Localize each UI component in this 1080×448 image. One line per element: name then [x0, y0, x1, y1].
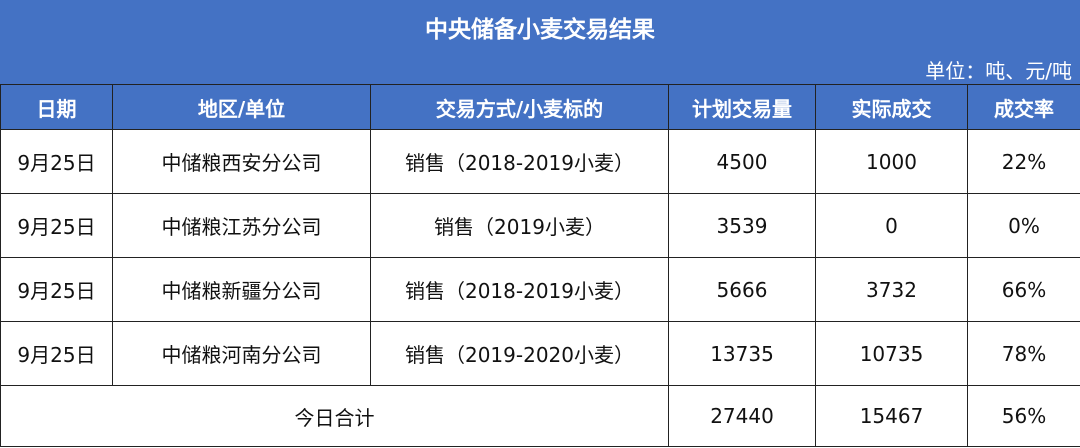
cell-method: 销售（2019-2020小麦）	[370, 321, 669, 386]
header-rate: 成交率	[967, 84, 1080, 130]
results-table: 日期 地区/单位 交易方式/小麦标的 计划交易量 实际成交 成交率 9月25日 中储粮西安分…	[0, 84, 1080, 447]
cell-planned: 4500	[668, 129, 816, 194]
cell-actual: 0	[815, 193, 968, 258]
header-region: 地区/单位	[112, 84, 371, 130]
cell-planned: 5666	[668, 257, 816, 322]
cell-region: 中储粮新疆分公司	[112, 257, 371, 322]
cell-rate: 78%	[967, 321, 1080, 386]
table-row: 9月25日 中储粮河南分公司 销售（2019-2020小麦） 13735 10735 78…	[0, 321, 1080, 386]
header-actual: 实际成交	[815, 84, 968, 130]
cell-method: 销售（2018-2019小麦）	[370, 257, 669, 322]
header-method: 交易方式/小麦标的	[370, 84, 669, 130]
cell-rate: 22%	[967, 129, 1080, 194]
cell-date: 9月25日	[0, 321, 113, 386]
cell-region: 中储粮江苏分公司	[112, 193, 371, 258]
cell-date: 9月25日	[0, 129, 113, 194]
table-row: 9月25日 中储粮西安分公司 销售（2018-2019小麦） 4500 1000 22%	[0, 129, 1080, 194]
title-bar: 中央储备小麦交易结果 单位：吨、元/吨	[0, 0, 1080, 84]
cell-rate: 66%	[967, 257, 1080, 322]
cell-rate: 0%	[967, 193, 1080, 258]
table-row: 9月25日 中储粮江苏分公司 销售（2019小麦） 3539 0 0%	[0, 193, 1080, 258]
header-row: 日期 地区/单位 交易方式/小麦标的 计划交易量 实际成交 成交率	[0, 84, 1080, 130]
table-row: 9月25日 中储粮新疆分公司 销售（2018-2019小麦） 5666 3732 66%	[0, 257, 1080, 322]
cell-planned: 13735	[668, 321, 816, 386]
cell-region: 中储粮西安分公司	[112, 129, 371, 194]
header-planned: 计划交易量	[668, 84, 816, 130]
cell-date: 9月25日	[0, 193, 113, 258]
unit-label: 单位：吨、元/吨	[925, 59, 1072, 83]
total-row: 今日合计 27440 15467 56%	[0, 385, 1080, 447]
cell-method: 销售（2018-2019小麦）	[370, 129, 669, 194]
cell-region: 中储粮河南分公司	[112, 321, 371, 386]
table-title: 中央储备小麦交易结果	[425, 17, 655, 43]
cell-planned: 3539	[668, 193, 816, 258]
cell-actual: 1000	[815, 129, 968, 194]
total-rate: 56%	[967, 385, 1080, 447]
cell-method: 销售（2019小麦）	[370, 193, 669, 258]
total-planned: 27440	[668, 385, 816, 447]
total-label: 今日合计	[0, 385, 669, 447]
cell-date: 9月25日	[0, 257, 113, 322]
total-actual: 15467	[815, 385, 968, 447]
cell-actual: 10735	[815, 321, 968, 386]
cell-actual: 3732	[815, 257, 968, 322]
header-date: 日期	[0, 84, 113, 130]
